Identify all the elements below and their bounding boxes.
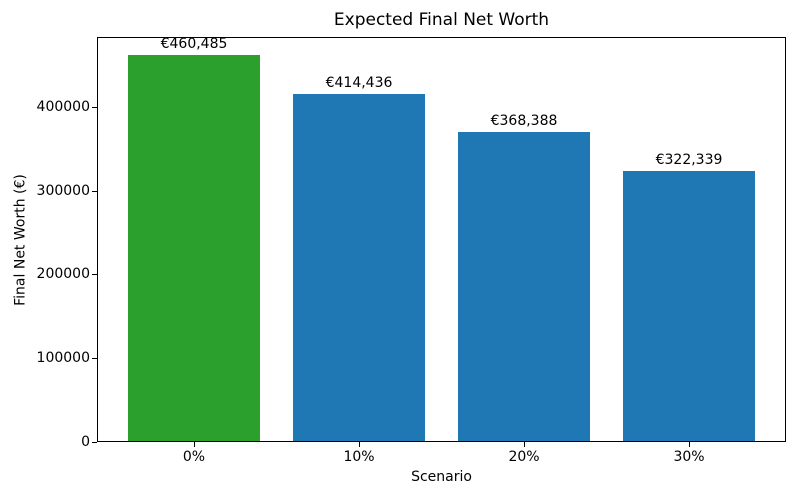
x-tick-label: 10% [343, 449, 375, 465]
bar-value-label: €414,436 [325, 75, 393, 91]
plot-area [97, 37, 786, 442]
y-tick-mark [92, 274, 97, 275]
x-tick-mark [359, 442, 360, 447]
x-tick-mark [524, 442, 525, 447]
bar-0% [128, 55, 260, 441]
y-tick-mark [92, 442, 97, 443]
y-tick-label: 300000 [36, 183, 90, 199]
y-tick-label: 400000 [36, 99, 90, 115]
bar-10% [293, 94, 425, 441]
y-tick-label: 200000 [36, 266, 90, 282]
y-tick-label: 0 [81, 434, 90, 450]
x-tick-label: 30% [673, 449, 705, 465]
x-tick-mark [194, 442, 195, 447]
x-tick-label: 0% [182, 449, 206, 465]
bar-value-label: €322,339 [655, 152, 723, 168]
chart-title: Expected Final Net Worth [333, 10, 550, 30]
bar-value-label: €460,485 [160, 36, 228, 52]
y-tick-label: 100000 [36, 350, 90, 366]
y-tick-mark [92, 358, 97, 359]
bar-30% [623, 171, 755, 441]
bar-20% [458, 132, 590, 441]
x-tick-mark [689, 442, 690, 447]
x-axis-label: Scenario [411, 469, 472, 485]
bar-value-label: €368,388 [490, 113, 558, 129]
y-tick-mark [92, 107, 97, 108]
y-tick-mark [92, 191, 97, 192]
x-tick-label: 20% [508, 449, 540, 465]
